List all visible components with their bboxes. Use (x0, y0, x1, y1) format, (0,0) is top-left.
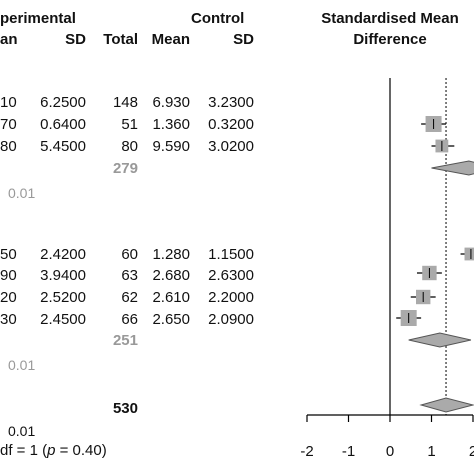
row2-ctrl-sd: 0.3200 (208, 116, 254, 133)
x-tick-label: -1 (342, 443, 355, 460)
row2-exp-mean: 70 (0, 116, 17, 133)
summary-diamond-group2 (408, 332, 472, 348)
overall-p-value: 0.01 (8, 423, 36, 439)
col-sd-ctrl: SD (233, 31, 254, 48)
row5-total: 63 (121, 267, 138, 284)
row3-ctrl-sd: 3.0200 (208, 138, 254, 155)
row4-ctrl-sd: 1.1500 (208, 246, 254, 263)
row1-total: 148 (112, 94, 138, 111)
row2-ctrl-mean: 1.360 (152, 116, 190, 133)
row7-ctrl-sd: 2.0900 (208, 311, 254, 328)
row6-exp-sd: 2.5200 (40, 289, 86, 306)
row6-ctrl-sd: 2.2000 (208, 289, 254, 306)
row4-exp-mean: 50 (0, 246, 17, 263)
summary-diamond-overall (419, 397, 474, 413)
study-box (464, 247, 474, 261)
x-tick-label: 0 (386, 443, 394, 460)
row7-total: 66 (121, 311, 138, 328)
row7-exp-sd: 2.4500 (40, 311, 86, 328)
smd-header-line1: Standardised Mean (321, 10, 459, 27)
row5-ctrl-sd: 2.6300 (208, 267, 254, 284)
experimental-header: perimental (0, 10, 76, 27)
row6-total: 62 (121, 289, 138, 306)
test-suffix: = 0.40) (55, 442, 107, 459)
x-tick-label: 1 (427, 443, 435, 460)
x-tick-label: 2 (469, 443, 474, 460)
row1-exp-sd: 6.2500 (40, 94, 86, 111)
summary-diamond-group1 (431, 160, 474, 176)
smd-header-line2: Difference (353, 31, 427, 48)
col-sd-exp: SD (65, 31, 86, 48)
col-total: Total (103, 31, 138, 48)
row1-ctrl-sd: 3.2300 (208, 94, 254, 111)
col-mean-ctrl: Mean (151, 31, 190, 48)
col-mean-exp: an (0, 31, 18, 48)
row3-total: 80 (121, 138, 138, 155)
subtotal-group2: 251 (112, 332, 138, 349)
row5-exp-mean: 90 (0, 267, 17, 284)
row1-exp-mean: 10 (0, 94, 17, 111)
row2-exp-sd: 0.6400 (40, 116, 86, 133)
test-p-symbol: p (47, 442, 56, 459)
row7-exp-mean: 30 (0, 311, 17, 328)
control-header: Control (191, 10, 245, 27)
row5-exp-sd: 3.9400 (40, 267, 86, 284)
test-prefix: df = 1 ( (0, 442, 48, 459)
row3-exp-sd: 5.4500 (40, 138, 86, 155)
subtotal-group1: 279 (112, 160, 138, 177)
row5-ctrl-mean: 2.680 (152, 267, 190, 284)
row4-ctrl-mean: 1.280 (152, 246, 190, 263)
group1-p-value: 0.01 (8, 185, 36, 201)
row4-exp-sd: 2.4200 (40, 246, 86, 263)
row4-total: 60 (121, 246, 138, 263)
row6-ctrl-mean: 2.610 (152, 289, 190, 306)
heterogeneity-test: df = 1 (p = 0.40) (0, 443, 107, 458)
group2-p-value: 0.01 (8, 357, 36, 373)
row3-ctrl-mean: 9.590 (152, 138, 190, 155)
row7-ctrl-mean: 2.650 (152, 311, 190, 328)
row3-exp-mean: 80 (0, 138, 17, 155)
row1-ctrl-mean: 6.930 (152, 94, 190, 111)
subtotal-overall: 530 (112, 400, 138, 417)
row2-total: 51 (121, 116, 138, 133)
row6-exp-mean: 20 (0, 289, 17, 306)
x-tick-label: -2 (300, 443, 313, 460)
